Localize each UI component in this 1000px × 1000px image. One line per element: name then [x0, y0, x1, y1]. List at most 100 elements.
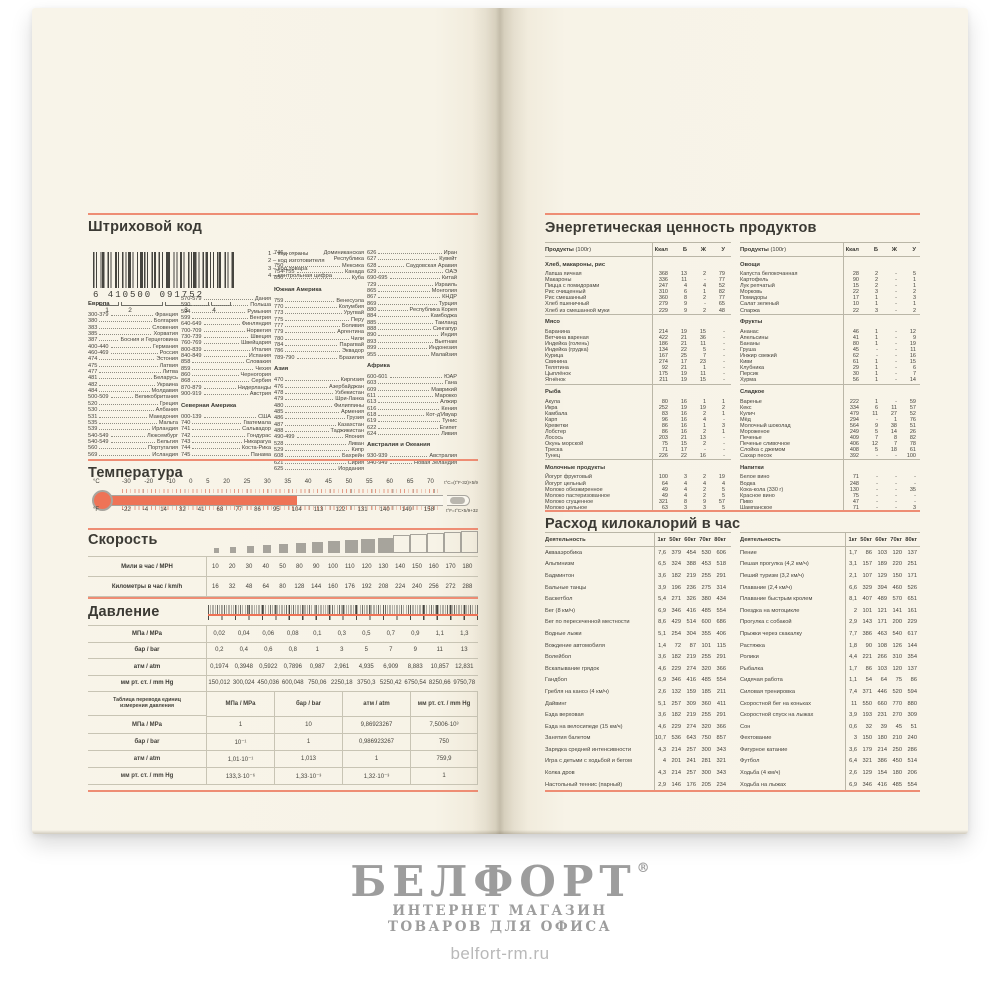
- speed-square-cell: [360, 539, 377, 553]
- food-name: Апельсины: [740, 334, 769, 341]
- horizontal-rule: [545, 532, 731, 533]
- activity-row: Силовая тренировка 7,4 371 446 520 594: [740, 686, 920, 698]
- country-code: 742: [181, 432, 191, 439]
- conversion-value: 1: [206, 717, 274, 734]
- country-code: 529: [274, 446, 284, 453]
- calorie-value: 329: [862, 584, 873, 591]
- dotted-leader: [192, 454, 249, 456]
- food-name: Молоко пастеризованное: [545, 492, 611, 499]
- dotted-leader: [192, 311, 246, 313]
- food-value: 564: [849, 422, 859, 429]
- calorie-value: 220: [892, 561, 903, 568]
- ruler-fine-ticks: [208, 605, 478, 614]
- speed-square-cell: [292, 543, 309, 553]
- food-value: 9: [702, 498, 706, 505]
- country-code: 500-509: [88, 394, 109, 401]
- activity-row: Игра с детьми с ходьбой и бегом 4 201 241 28…: [545, 756, 731, 768]
- calorie-value: 182: [671, 654, 682, 661]
- food-name: Кулич: [740, 410, 755, 417]
- country-code: 729: [367, 281, 377, 288]
- food-row: Индейка (голень) 186 21 11 -: [545, 341, 731, 347]
- food-value: 11: [700, 340, 706, 347]
- calorie-value: 90: [865, 642, 872, 649]
- speed-value: 90: [312, 563, 320, 570]
- food-row: Киви 61 1 - 15: [740, 359, 920, 365]
- calorie-value: 606: [716, 549, 727, 556]
- activity-name: Прогулка с собакой: [740, 619, 792, 626]
- food-value: 2: [702, 474, 706, 481]
- food-value: -: [704, 447, 706, 454]
- activity-name: Вскапывание грядок: [545, 665, 599, 672]
- food-value: -: [895, 504, 897, 511]
- country-code: 477: [88, 369, 98, 376]
- speed-square-cell: [377, 538, 394, 553]
- food-name: Персик: [740, 371, 759, 378]
- filled-square: [328, 541, 341, 553]
- food-value: 226: [658, 453, 668, 460]
- energy-products-header: Продукты (100г): [545, 247, 649, 253]
- outline-square: [393, 535, 411, 553]
- calorie-value: 229: [907, 619, 918, 626]
- energy-column-header: У: [721, 246, 725, 253]
- activity-name: Дайвинг: [545, 700, 567, 707]
- food-value: -: [876, 453, 878, 460]
- country-code: 760-769: [181, 340, 202, 347]
- activity-name: Гандбол: [545, 677, 567, 684]
- food-value: 61: [852, 359, 859, 366]
- country-name: Перу: [351, 316, 364, 323]
- food-name: Хлеб пшеничный: [545, 301, 590, 308]
- food-value: 360: [658, 295, 668, 302]
- food-value: 2: [912, 289, 916, 296]
- dotted-leader: [110, 441, 156, 443]
- conversion-value: 1: [274, 734, 342, 751]
- food-row: Лук репчатый 15 2 - 1: [740, 283, 920, 289]
- food-value: 1: [721, 398, 725, 405]
- country-name: Польша: [250, 302, 271, 309]
- calories-table-group-1: Деятельность 1кг 50кг 60кг 70кг 80кг Аквааэроб…: [545, 532, 731, 792]
- food-name: Киви: [740, 359, 753, 366]
- calorie-value: 271: [671, 596, 682, 603]
- food-value: 1: [912, 277, 916, 284]
- pressure-value: 9: [413, 647, 417, 654]
- dotted-leader: [110, 315, 154, 316]
- speed-value: 48: [245, 583, 253, 590]
- country-code-row: 760-769 Швейцария: [181, 340, 271, 346]
- calorie-value: 371: [862, 688, 873, 695]
- activity-row: Сидячая работа 1,1 54 64 75 86: [740, 675, 920, 687]
- calorie-value: 11: [851, 700, 857, 707]
- country-code-row: 940-949 Новая Зеландия: [367, 460, 457, 466]
- country-code: 800-839: [181, 346, 202, 353]
- food-row: Бананы 80 1 - 19: [740, 341, 920, 347]
- calorie-value: 108: [877, 642, 888, 649]
- country-code-row: 777 Боливия: [274, 323, 364, 329]
- food-category-header: Молочные продукты: [545, 464, 606, 471]
- country-code-row: 775 Перу: [274, 317, 364, 323]
- filled-square: [230, 547, 237, 553]
- food-row: Лосось 203 21 13 -: [545, 435, 731, 441]
- country-code: 540-549: [88, 438, 109, 445]
- weight-column-header: 70кг: [890, 536, 902, 543]
- country-name: Албания: [155, 407, 178, 414]
- food-row: Окунь морской 75 15 2 -: [545, 441, 731, 447]
- activity-row: Гандбол 6,9 346 416 485 554: [545, 675, 731, 687]
- activity-name: Фигурное катание: [740, 746, 788, 753]
- food-value: 52: [909, 410, 916, 417]
- country-name: Чехия: [255, 365, 271, 372]
- food-value: 52: [718, 283, 725, 290]
- activity-row: Зарядка средней интенсивности 4,3 214 257 30…: [545, 744, 731, 756]
- region-header: Северная Америка: [181, 402, 237, 409]
- energy-table-group-2: Продукты (100г) Ккал Б Ж У Овощи Капуста белок…: [740, 242, 920, 512]
- food-value: 19: [718, 474, 725, 481]
- food-value: 406: [849, 441, 859, 448]
- barcode-bracket: [165, 302, 209, 306]
- calorie-value: 416: [686, 677, 697, 684]
- fahrenheit-values: -22 -4 14 32 41 68 77 86 95 104 113 122 131 140 149 158: [122, 507, 434, 513]
- activity-header: Деятельность: [740, 536, 781, 543]
- calorie-value: 570: [892, 596, 903, 603]
- legend-line: 1 – код страны: [268, 251, 309, 257]
- food-value: 5: [702, 346, 706, 353]
- food-value: 14: [909, 377, 916, 384]
- calorie-value: 240: [907, 735, 918, 742]
- calorie-value: 257: [671, 700, 682, 707]
- country-code: 870-879: [181, 384, 202, 391]
